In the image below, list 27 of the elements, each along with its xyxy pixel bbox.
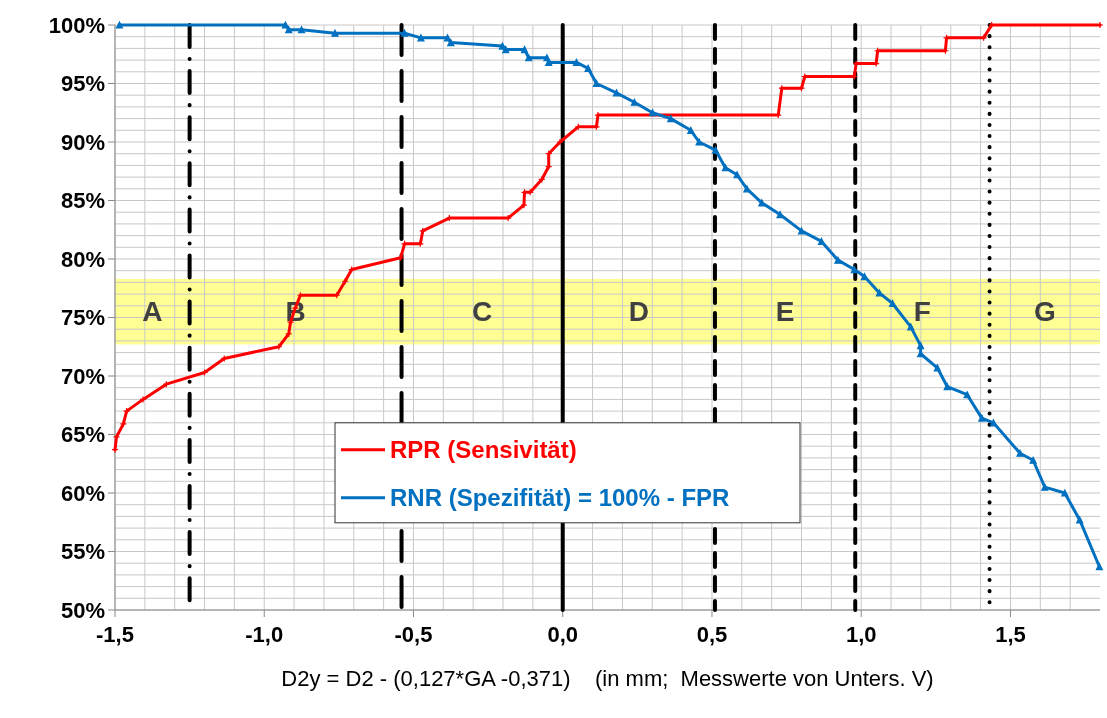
y-tick-label: 70% [60,363,105,389]
y-tick-label: 80% [60,246,105,272]
x-axis-title: D2y = D2 - (0,127*GA -0,371) (in mm; Messwerte von Unters. V) [281,666,934,691]
legend-label: RPR (Sensivität) [390,436,577,464]
x-tick-label: -1,5 [96,622,134,647]
x-tick-label: -0,5 [394,622,433,647]
legend-label: RNR (Spezifität) = 100% - FPR [390,484,730,512]
y-tick-label: 55% [60,539,105,565]
x-tick-label: -1,0 [245,622,284,647]
annotation: D [628,296,649,328]
y-tick-label: 90% [60,129,105,155]
x-tick-label: 1,5 [995,622,1026,647]
annotation: A [142,296,163,328]
y-tick-label: 100% [48,12,105,38]
x-tick-label: 1,0 [845,622,877,647]
annotation: F [913,296,931,328]
y-tick-label: 60% [60,480,105,506]
y-tick-label: 75% [60,305,105,331]
x-tick-label: 0,5 [696,622,728,647]
y-tick-label: 95% [60,71,105,97]
y-tick-label: 50% [60,597,105,623]
annotation: G [1033,296,1056,328]
y-tick-label: 65% [60,422,105,448]
annotation: E [775,296,795,328]
x-tick-label: 0,0 [547,622,579,647]
y-tick-label: 85% [60,188,105,214]
annotation: C [472,296,493,328]
